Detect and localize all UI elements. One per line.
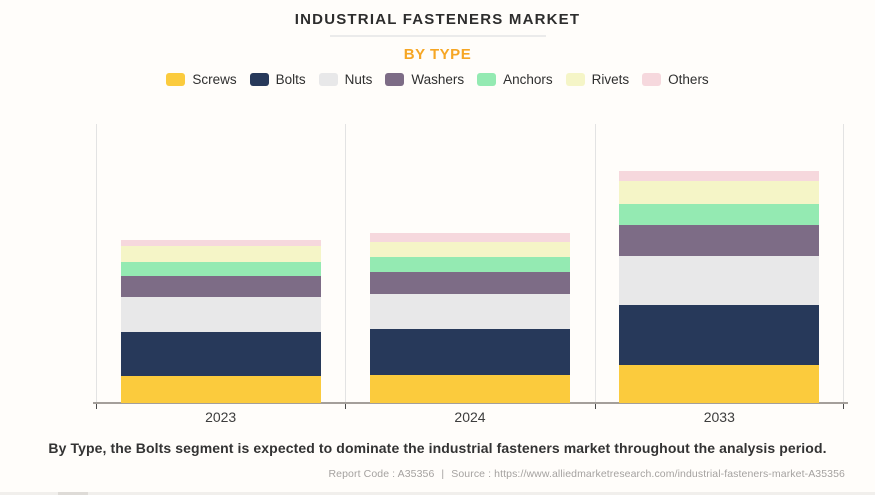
bar-segment-2024-anchors [370,257,570,272]
legend-item-nuts: Nuts [318,72,373,87]
bar-segment-2023-screws [121,376,321,403]
x-label-2033: 2033 [703,409,735,425]
bar-segment-2023-nuts [121,297,321,332]
bar-segment-2033-others [619,171,819,181]
bar-segment-2023-anchors [121,262,321,276]
axis-tick [96,404,97,409]
bar-segment-2033-rivets [619,181,819,204]
legend-label: Screws [192,72,237,87]
legend-item-anchors: Anchors [477,72,553,87]
bar-segment-2033-screws [619,365,819,403]
vertical-gridline [595,124,596,403]
legend-item-others: Others [642,72,709,87]
legend-label: Washers [411,72,465,87]
legend-label: Anchors [503,72,553,87]
legend-label: Bolts [275,72,306,87]
plot-area [93,124,848,409]
legend-item-bolts: Bolts [249,72,306,87]
vertical-gridline [843,124,844,403]
x-label-2024: 2024 [454,409,486,425]
legend-swatch-washers [385,73,405,86]
bar-segment-2033-anchors [619,204,819,225]
legend-swatch-others [642,73,662,86]
bar-segment-2024-others [370,233,570,242]
separator-text: | [441,468,445,480]
stacked-bar-2024 [370,233,570,403]
stacked-bar-2033 [619,171,819,403]
bar-segment-2024-rivets [370,242,570,257]
legend-swatch-rivets [565,73,585,86]
vertical-gridline [345,124,346,403]
legend-swatch-anchors [477,73,497,86]
axis-tick [595,404,596,409]
bar-segment-2033-washers [619,225,819,256]
bar-segment-2024-washers [370,272,570,294]
bar-segment-2023-others [121,240,321,246]
bar-segment-2023-bolts [121,332,321,376]
legend-swatch-screws [166,73,186,86]
chart-subtitle: BY TYPE [403,46,472,63]
axis-tick [843,404,844,409]
legend-swatch-bolts [249,73,269,86]
legend-item-washers: Washers [385,72,464,87]
x-axis-labels: 2023 2024 2033 [96,409,844,425]
legend-label: Nuts [344,72,373,87]
x-label-2023: 2023 [205,409,237,425]
bar-segment-2024-bolts [370,329,570,375]
source-url-text: Source : https://www.alliedmarketresearc… [451,468,845,480]
legend-item-rivets: Rivets [565,72,630,87]
bar-segment-2023-rivets [121,246,321,262]
chart-legend: Screws Bolts Nuts Washers Anchors Rivets Other… [0,72,875,87]
bar-segment-2023-washers [121,276,321,297]
axis-tick [345,404,346,409]
vertical-gridline [96,124,97,403]
title-divider [329,35,546,37]
bar-segment-2033-nuts [619,256,819,305]
source-line: Report Code : A35356 | Source : https://ww… [329,468,846,480]
legend-swatch-nuts [318,73,338,86]
bar-segment-2033-bolts [619,305,819,365]
legend-label: Rivets [591,72,630,87]
stacked-bar-2023 [121,240,321,403]
chart-caption: By Type, the Bolts segment is expected t… [48,440,827,456]
bar-segment-2024-screws [370,375,570,403]
legend-item-screws: Screws [166,72,237,87]
chart-title: INDUSTRIAL FASTENERS MARKET [294,11,581,28]
x-axis-line [93,402,848,404]
bar-segment-2024-nuts [370,294,570,329]
legend-label: Others [668,72,709,87]
report-code-text: Report Code : A35356 [328,468,435,480]
